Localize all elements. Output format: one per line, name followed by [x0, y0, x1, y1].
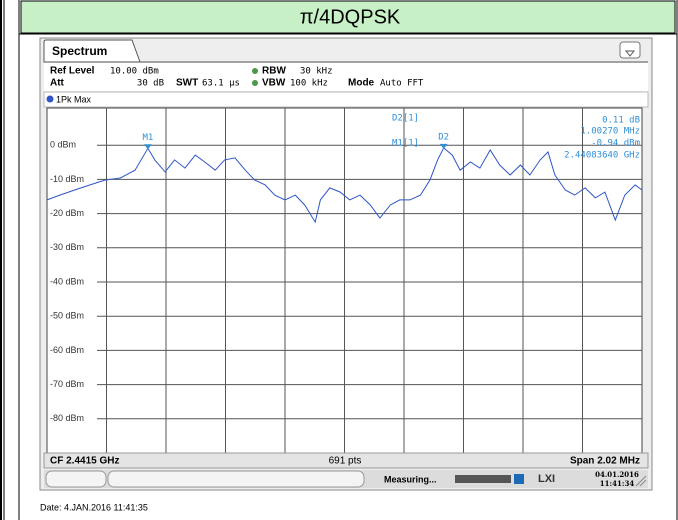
progress — [455, 475, 511, 483]
resize-grip — [635, 475, 647, 487]
status-date: 04.01.2016 — [595, 470, 639, 479]
tab — [43, 39, 141, 63]
value: 30 kHz — [300, 67, 333, 77]
label: RBW — [262, 66, 286, 77]
label: Att — [50, 78, 65, 89]
value: Auto FFT — [380, 79, 424, 89]
marker-name: D2[1] — [392, 114, 419, 124]
y-tick-label: -10 dBm — [50, 174, 84, 184]
marker-name: M1[1] — [392, 139, 419, 149]
y-tick-label: 0 dBm — [50, 140, 76, 150]
marker-label: M1 — [142, 133, 153, 143]
label: SWT — [176, 78, 198, 89]
label: Ref Level — [50, 66, 95, 77]
footer-left: CF 2.4415 GHz — [50, 456, 119, 467]
label: Mode — [348, 78, 375, 89]
trace-bar — [43, 91, 649, 108]
footer-right: Span 2.02 MHz — [570, 456, 640, 467]
y-tick-label: -70 dBm — [50, 379, 84, 389]
y-tick-label: -20 dBm — [50, 208, 84, 218]
tab-label: Spectrum — [52, 44, 107, 58]
marker-label: D2 — [438, 132, 449, 142]
status-slot — [107, 470, 365, 488]
marker-freq: 2.44083640 GHz — [564, 151, 640, 161]
menu-icon[interactable] — [619, 41, 641, 59]
y-tick-label: -50 dBm — [50, 311, 84, 321]
y-tick-label: -30 dBm — [50, 242, 84, 252]
indicator — [252, 68, 258, 74]
footer-center: 691 pts — [329, 456, 362, 467]
marker-level: -0.94 dBm — [591, 139, 640, 149]
label: VBW — [262, 78, 286, 89]
trace-dot — [46, 95, 54, 103]
lxi-icon: LXI — [538, 473, 555, 485]
date-line: Date: 4.JAN.2016 11:41:35 — [40, 502, 148, 512]
indicator — [252, 80, 258, 86]
marker-level: 0.11 dB — [602, 116, 640, 126]
value: 10.00 dBm — [110, 67, 159, 77]
y-tick-label: -60 dBm — [50, 345, 84, 355]
y-tick-label: -40 dBm — [50, 276, 84, 286]
value: 63.1 µs — [202, 79, 240, 89]
footer-bar — [43, 452, 649, 469]
marker — [143, 144, 152, 150]
status-slot — [45, 470, 107, 488]
status-time: 11:41:34 — [600, 479, 635, 488]
menu-icon-arrow — [624, 50, 636, 57]
marker — [439, 143, 448, 149]
header-cell — [20, 0, 676, 34]
settings-panel — [44, 63, 648, 91]
trace — [46, 147, 643, 224]
value: 100 kHz — [290, 79, 328, 89]
value: 30 dB — [137, 79, 164, 89]
header-title: π/4DQPSK — [300, 6, 401, 28]
progress-end — [514, 474, 524, 484]
status-text: Measuring... — [384, 474, 437, 484]
trace-label: 1Pk Max — [56, 94, 92, 104]
marker-freq: 1.00270 MHz — [580, 127, 640, 137]
y-tick-label: -80 dBm — [50, 413, 84, 423]
